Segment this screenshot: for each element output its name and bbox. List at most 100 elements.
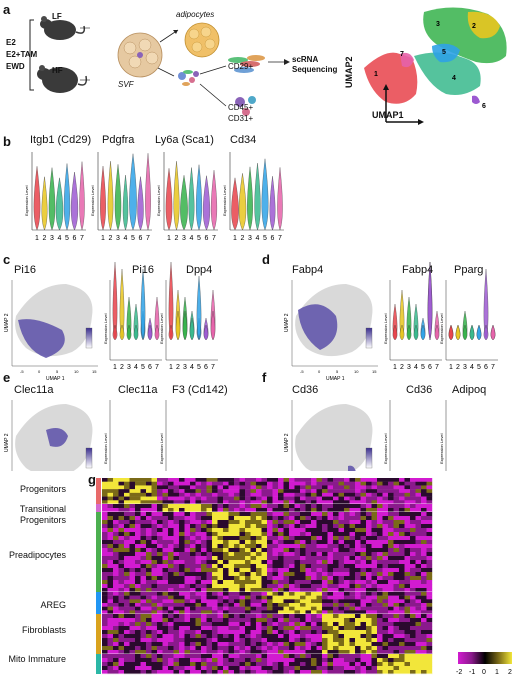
heatmap-cell: [305, 614, 312, 619]
heatmap-cell: [162, 576, 169, 581]
heatmap-cell: [151, 592, 158, 596]
heatmap-cell: [195, 536, 202, 541]
heatmap-cell: [107, 595, 114, 600]
heatmap-cell: [173, 492, 180, 497]
heatmap-cell: [382, 560, 389, 565]
heatmap-cell: [278, 595, 284, 600]
heatmap-cell: [415, 500, 422, 505]
heatmap-cell: [360, 670, 367, 675]
heatmap-cell: [316, 630, 323, 635]
heatmap-cell: [157, 614, 163, 619]
heatmap-cell: [179, 626, 185, 631]
heatmap-cell: [355, 603, 361, 607]
heatmap-cell: [184, 576, 191, 581]
heatmap-cell: [245, 630, 251, 635]
heatmap-cell: [311, 556, 317, 561]
heatmap-cell: [426, 564, 433, 569]
heatmap-cell: [124, 592, 130, 596]
heatmap-cell: [140, 564, 147, 569]
heatmap-cell: [316, 618, 323, 623]
heatmap-cell: [300, 560, 306, 565]
heatmap-cell: [415, 646, 422, 651]
heatmap-cell: [388, 588, 394, 593]
heatmap-cell: [261, 606, 268, 611]
heatmap-cell: [360, 634, 367, 639]
panel-d-umap-title: Fabp4: [292, 264, 324, 276]
heatmap-cell: [388, 592, 394, 596]
heatmap-cell: [305, 556, 312, 561]
heatmap-cell: [338, 564, 345, 569]
heatmap-cell: [283, 481, 290, 486]
heatmap-cell: [146, 646, 152, 651]
heatmap-cell: [410, 670, 416, 675]
heatmap-cell: [300, 481, 306, 486]
heatmap-cell: [179, 670, 185, 675]
heatmap-cell: [410, 548, 416, 553]
heatmap-cell: [245, 556, 251, 561]
heatmap-cell: [278, 496, 284, 501]
heatmap-cell: [283, 595, 290, 600]
heatmap-cell: [157, 658, 163, 663]
heatmap-cell: [388, 650, 394, 655]
heatmap-cell: [102, 508, 108, 513]
heatmap-cell: [399, 576, 405, 581]
heatmap-cell: [124, 650, 130, 655]
heatmap-cell: [322, 658, 328, 663]
heatmap-cell: [338, 489, 345, 494]
heatmap-cell: [151, 481, 158, 486]
heatmap-cell: [360, 580, 367, 585]
heatmap-cell: [272, 580, 279, 585]
heatmap-cell: [283, 650, 290, 655]
heatmap-cell: [118, 564, 125, 569]
heatmap-cell: [426, 662, 433, 667]
heatmap-cell: [179, 595, 185, 600]
heatmap-cell: [305, 560, 312, 565]
heatmap-cell: [415, 666, 422, 671]
heatmap-cell: [151, 520, 158, 525]
heatmap-cell: [388, 560, 394, 565]
heatmap-cell: [217, 584, 224, 589]
heatmap-cell: [404, 622, 411, 627]
heatmap-cell: [162, 642, 169, 647]
heatmap-cell: [278, 658, 284, 663]
heatmap-cell: [228, 634, 235, 639]
heatmap-cell: [234, 508, 240, 513]
heatmap-cell: [256, 520, 262, 525]
heatmap-cell: [333, 500, 339, 505]
heatmap-cell: [289, 508, 295, 513]
heatmap-cell: [118, 638, 125, 643]
heatmap-cell: [399, 568, 405, 573]
heatmap-cell: [267, 580, 273, 585]
heatmap-cell: [382, 528, 389, 533]
heatmap-cell: [371, 618, 378, 623]
heatmap-cell: [228, 622, 235, 627]
heatmap-cell: [223, 548, 229, 553]
heatmap-cell: [250, 592, 257, 596]
heatmap-cell: [360, 572, 367, 577]
heatmap-cell: [140, 588, 147, 593]
heatmap-cell: [272, 584, 279, 589]
heatmap-cell: [102, 610, 108, 615]
panel-b-xtick: 6: [139, 235, 143, 242]
heatmap-cell: [294, 508, 301, 513]
heatmap-cell: [294, 662, 301, 667]
heatmap-cell: [377, 536, 383, 541]
heatmap-cell: [272, 658, 279, 663]
heatmap-cell: [294, 520, 301, 525]
heatmap-cell: [305, 588, 312, 593]
heatmap-cell: [289, 670, 295, 675]
heatmap-cell: [239, 528, 246, 533]
heatmap-cell: [399, 516, 405, 521]
heatmap-cell: [201, 492, 207, 497]
heatmap-cell: [135, 592, 141, 596]
panel-b-violin: [180, 175, 188, 231]
colorbar-tick: -1: [469, 669, 475, 676]
heatmap-cell: [201, 489, 207, 494]
heatmap-cell: [349, 626, 356, 631]
heatmap-cell: [355, 544, 361, 549]
heatmap-cell: [410, 642, 416, 647]
violin-xtick: 3: [127, 364, 131, 371]
heatmap-cell: [388, 646, 394, 651]
heatmap-cell: [102, 622, 108, 627]
heatmap-cell: [377, 532, 383, 537]
